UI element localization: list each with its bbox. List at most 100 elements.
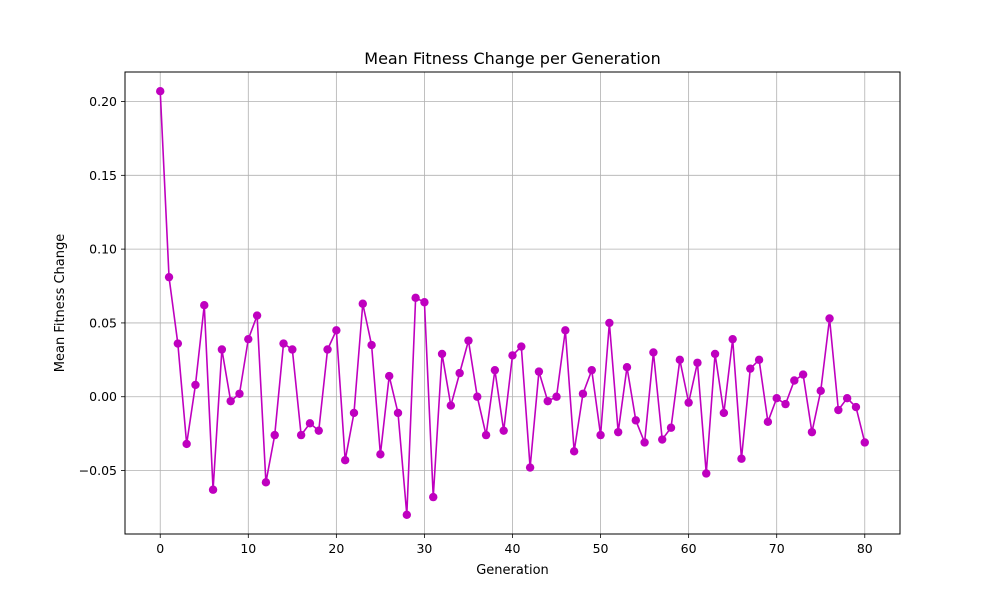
data-point	[261, 478, 271, 487]
x-tick-label: 0	[156, 541, 164, 556]
data-point	[772, 394, 781, 403]
data-point	[719, 408, 729, 418]
y-tick-label: 0.05	[89, 315, 117, 330]
data-point	[640, 438, 649, 447]
x-tick-label: 60	[681, 541, 697, 556]
data-point	[649, 348, 658, 357]
data-point	[569, 447, 579, 456]
data-point	[376, 450, 385, 459]
data-point	[605, 318, 614, 328]
data-point	[455, 368, 464, 378]
data-point	[305, 419, 315, 428]
y-tick-label: 0.10	[89, 242, 117, 257]
data-point	[525, 463, 535, 472]
data-point	[446, 401, 456, 410]
data-point	[816, 386, 825, 396]
data-point	[508, 351, 517, 360]
data-point	[658, 435, 667, 444]
data-point	[473, 392, 482, 401]
data-point	[675, 355, 685, 365]
series-layer	[156, 86, 869, 520]
data-point	[834, 405, 843, 415]
data-point	[411, 293, 420, 303]
data-point	[490, 365, 500, 375]
data-point	[499, 426, 508, 435]
data-point	[252, 311, 262, 320]
data-point	[314, 426, 323, 435]
data-point	[561, 326, 570, 335]
data-point	[763, 417, 773, 427]
data-point	[402, 510, 412, 520]
data-point	[393, 408, 403, 418]
x-tick-label: 70	[769, 541, 785, 556]
chart-title: Mean Fitness Change per Generation	[364, 49, 660, 68]
data-point	[684, 398, 693, 407]
x-tick-label: 50	[593, 541, 609, 556]
data-point	[349, 408, 359, 418]
data-point	[613, 427, 623, 437]
x-axis-label: Generation	[476, 563, 549, 578]
plot-frame	[124, 71, 901, 535]
grid-lines	[125, 72, 900, 534]
data-point	[191, 380, 200, 390]
data-point	[173, 339, 183, 348]
y-tick-label: −0.05	[79, 463, 117, 478]
data-point	[728, 334, 737, 344]
data-point	[710, 349, 720, 359]
data-point	[367, 340, 376, 350]
data-point	[217, 345, 227, 354]
data-point	[517, 342, 526, 351]
data-point	[631, 416, 640, 425]
x-tick-label: 40	[505, 541, 521, 556]
x-tick-label: 10	[240, 541, 256, 556]
data-point	[781, 399, 790, 409]
data-point	[429, 492, 438, 502]
data-point	[182, 439, 191, 449]
data-point	[746, 364, 755, 373]
data-point	[851, 402, 861, 412]
data-point	[208, 485, 218, 494]
x-tick-label: 80	[857, 541, 873, 556]
data-point	[464, 336, 473, 345]
x-tick-label: 20	[328, 541, 344, 556]
data-point	[164, 272, 174, 282]
data-point	[737, 454, 746, 463]
x-tick-label: 30	[416, 541, 432, 556]
data-point	[596, 430, 605, 440]
data-point	[226, 396, 235, 406]
data-point	[156, 86, 165, 96]
data-point	[666, 423, 676, 432]
data-point	[296, 430, 306, 440]
data-point	[543, 396, 552, 406]
data-point	[552, 392, 561, 401]
data-point	[358, 299, 367, 308]
data-point	[825, 314, 834, 323]
data-point	[578, 389, 588, 398]
y-tick-label: 0.15	[89, 168, 117, 183]
data-point	[200, 301, 209, 310]
data-point	[437, 349, 447, 359]
data-point	[702, 469, 711, 478]
axes-ticks: 0 10 20 30 40 50 60 70 80 −0.05 0.00 0.05 0.10 0.15 0.…	[79, 94, 873, 556]
data-point	[244, 334, 253, 344]
data-point	[481, 430, 491, 440]
data-point	[385, 371, 394, 381]
data-point	[807, 427, 817, 437]
data-point	[842, 394, 852, 403]
data-point	[790, 376, 799, 385]
data-point	[279, 339, 288, 348]
data-point	[798, 370, 808, 379]
data-point	[693, 358, 702, 367]
y-axis-label: Mean Fitness Change	[53, 234, 68, 372]
data-point	[332, 326, 341, 335]
data-point	[534, 367, 544, 376]
data-point	[270, 430, 279, 440]
data-point	[622, 363, 632, 372]
y-tick-label: 0.00	[89, 389, 117, 404]
y-tick-label: 0.20	[89, 94, 117, 109]
data-point	[340, 455, 350, 465]
data-point	[288, 345, 297, 354]
data-point	[587, 365, 596, 375]
data-point	[235, 389, 244, 398]
